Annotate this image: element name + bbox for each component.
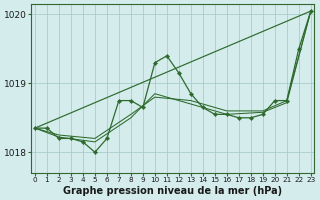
X-axis label: Graphe pression niveau de la mer (hPa): Graphe pression niveau de la mer (hPa): [63, 186, 283, 196]
